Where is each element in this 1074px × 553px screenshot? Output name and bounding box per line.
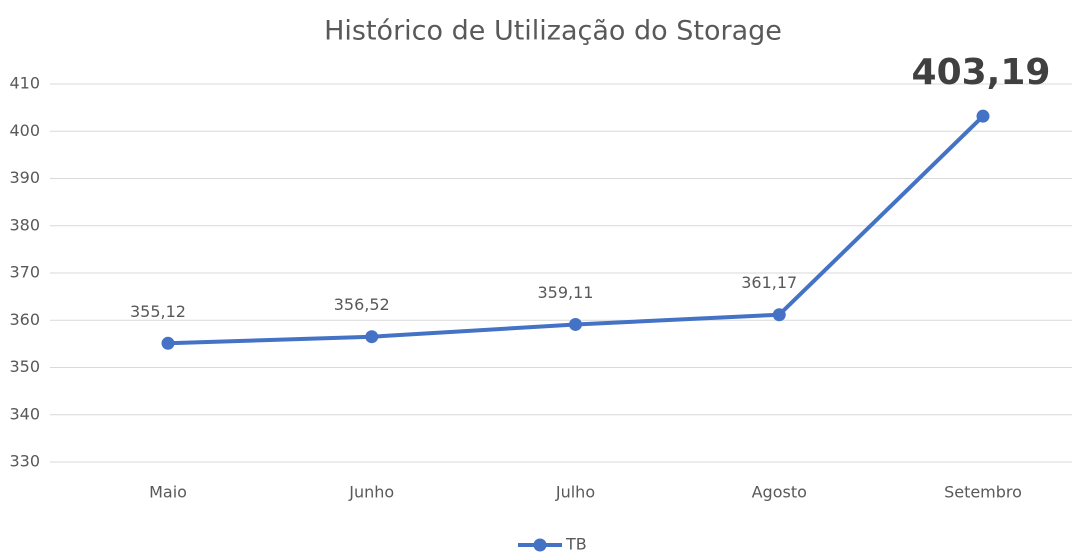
x-tick-label: Agosto [752,483,807,502]
data-point [365,330,379,344]
x-tick-label: Julho [555,483,595,502]
y-tick-label: 360 [9,310,40,329]
y-tick-label: 410 [9,74,40,93]
y-tick-label: 370 [9,263,40,282]
chart-title: Histórico de Utilização do Storage [324,16,782,47]
data-point [772,308,786,322]
data-label: 361,17 [741,273,797,292]
x-tick-label: Maio [149,483,187,502]
x-tick-label: Setembro [944,483,1022,502]
legend-label: TB [565,535,587,553]
data-label: 356,52 [334,295,390,314]
data-label: 355,12 [130,302,186,321]
data-label: 359,11 [538,283,594,302]
y-tick-label: 380 [9,215,40,234]
y-tick-label: 330 [9,452,40,471]
legend-marker [533,538,547,552]
data-point [161,336,175,350]
data-point [569,317,582,331]
y-tick-label: 340 [9,404,40,423]
x-tick-label: Junho [348,483,394,502]
y-tick-label: 400 [9,121,40,140]
y-tick-label: 350 [9,357,40,376]
series-line [167,114,985,346]
data-point [976,109,990,123]
data-label: 403,19 [912,52,1051,93]
y-tick-label: 390 [9,168,40,187]
